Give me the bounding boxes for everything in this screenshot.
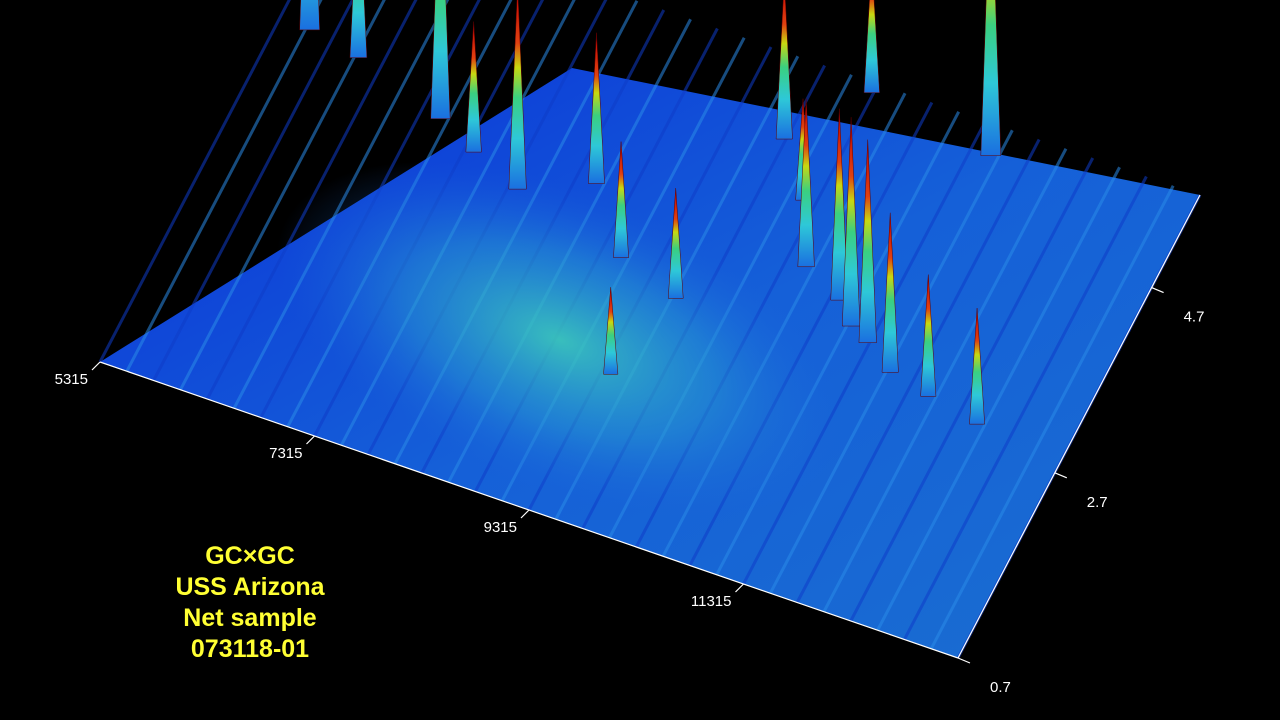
caption-line-id: 073118-01	[190, 635, 310, 663]
ridge-line	[903, 175, 1148, 641]
ridge-line	[98, 0, 291, 363]
ridge-line	[179, 0, 386, 391]
ridge-line	[876, 166, 1121, 631]
peak	[969, 308, 985, 425]
first-dimension-tick-label: 9315	[484, 519, 517, 536]
peak	[588, 32, 605, 184]
peak	[465, 21, 482, 153]
caption-line-sample: Net sample	[183, 604, 317, 632]
first-dimension-tick-label: 11315	[691, 593, 732, 610]
peak	[430, 0, 451, 120]
first-dimension-tick	[520, 509, 530, 519]
peak	[603, 287, 619, 375]
second-dimension-axis	[957, 194, 1201, 659]
peak	[299, 0, 320, 31]
peak	[508, 0, 527, 190]
sample-caption: GC×GC USS Arizona Net sample 073118-01	[130, 541, 370, 665]
ridge-line	[822, 148, 1068, 613]
first-dimension-tick-label: 7315	[269, 445, 302, 462]
peak	[830, 108, 849, 301]
ridge-line	[125, 0, 323, 372]
second-dimension-tick-label: 4.7	[1184, 309, 1205, 326]
second-dimension-tick	[1054, 472, 1068, 479]
caption-line-method: GC×GC	[205, 542, 295, 570]
second-dimension-tick	[957, 657, 971, 664]
peak	[613, 141, 629, 258]
peak	[858, 139, 877, 343]
peak	[980, 0, 1002, 156]
caption-line-site: USS Arizona	[175, 573, 325, 601]
ridge-line	[795, 138, 1041, 604]
second-dimension-tick	[1151, 287, 1164, 294]
second-dimension-tick-label: 0.7	[990, 679, 1011, 696]
axis-ticks: 5315 7315 9315 11315 0.7 2.7 4.7	[55, 287, 1205, 696]
peak-group	[299, 0, 1002, 425]
first-dimension-tick	[306, 435, 315, 445]
first-dimension-tick	[91, 361, 101, 371]
second-dimension-tick-label: 2.7	[1087, 494, 1108, 511]
peak	[863, 0, 880, 93]
ridge-line	[929, 185, 1175, 650]
ridge-line	[152, 0, 355, 382]
peak	[881, 212, 899, 373]
peak	[349, 0, 368, 58]
surface-dense-region	[276, 161, 844, 519]
ridge-line	[205, 0, 418, 400]
peak	[920, 274, 937, 397]
ridge-line	[742, 120, 987, 585]
first-dimension-tick	[735, 583, 744, 593]
peak	[667, 188, 684, 299]
first-dimension-tick-label: 5315	[55, 371, 88, 388]
peak	[841, 117, 861, 327]
peak	[797, 98, 815, 268]
peak	[775, 0, 793, 140]
